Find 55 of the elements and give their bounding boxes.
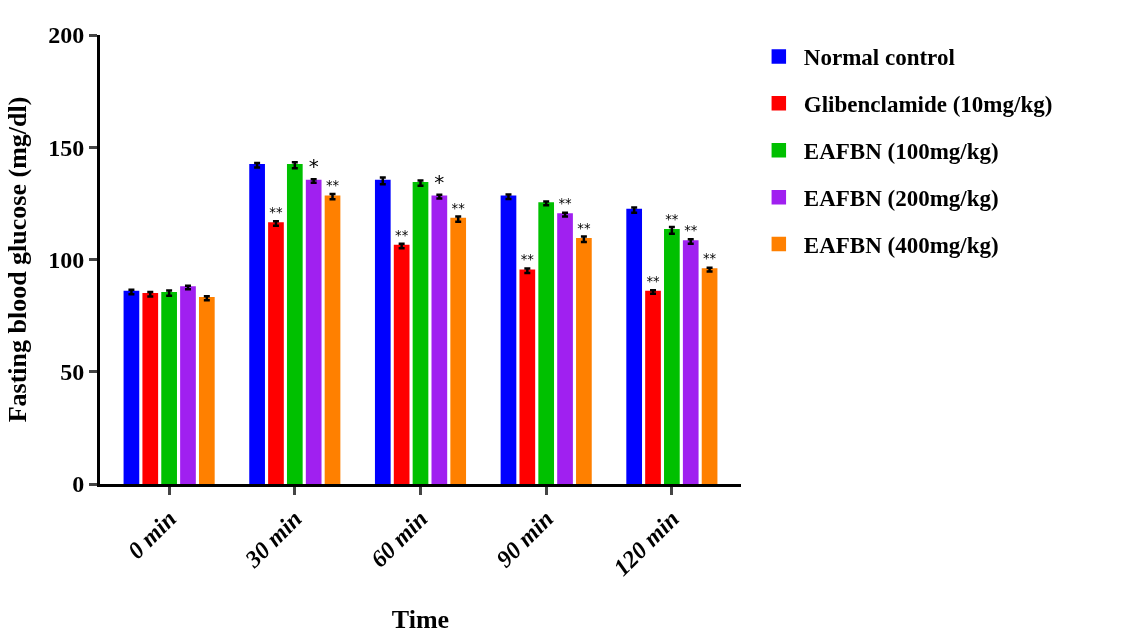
bar — [412, 181, 429, 484]
legend-label: EAFBN (400mg/kg) — [803, 233, 999, 259]
data-label: ** — [451, 200, 466, 216]
data-label: ** — [269, 205, 283, 221]
data-label: ** — [395, 227, 409, 243]
y-tick-label: 50 — [60, 359, 85, 386]
bar — [682, 240, 699, 484]
x-tick-label: 60 min — [365, 505, 433, 573]
y-axis-title: Fasting blood glucose (mg/dl) — [2, 96, 32, 423]
data-label: ** — [577, 221, 591, 236]
bar — [374, 179, 391, 484]
data-label: * — [308, 153, 319, 178]
x-tick-label: 120 min — [608, 505, 684, 581]
bar — [576, 238, 592, 484]
y-tick-label: 150 — [48, 134, 85, 161]
y-tick-label: 100 — [48, 246, 85, 273]
y-tick-label: 0 — [72, 471, 85, 498]
bar — [393, 244, 410, 484]
bar — [626, 208, 643, 484]
bar — [519, 269, 536, 484]
data-label: * — [434, 169, 445, 194]
x-tick-label: 0 min — [122, 505, 182, 564]
data-label: ** — [558, 196, 573, 212]
bar — [557, 213, 573, 484]
data-label: ** — [684, 223, 698, 239]
bar — [180, 286, 196, 484]
bar — [701, 268, 718, 484]
x-tick-label: 90 min — [491, 505, 559, 573]
bar — [324, 195, 341, 484]
data-label: ** — [665, 212, 679, 228]
bar — [305, 179, 322, 484]
data-label: ** — [325, 178, 340, 194]
legend-label: EAFBN (100mg/kg) — [803, 139, 999, 165]
bar — [286, 163, 303, 484]
bar — [198, 297, 215, 484]
x-axis-title: Time — [391, 604, 450, 634]
bar — [450, 217, 467, 484]
y-tick-label: 200 — [48, 22, 85, 49]
data-label: ** — [520, 252, 535, 268]
bar — [142, 293, 159, 484]
bar — [161, 291, 177, 484]
data-label: ** — [702, 251, 717, 267]
legend-label: Glibenclamide (10mg/kg) — [803, 92, 1053, 118]
bar — [249, 163, 265, 484]
bar — [645, 290, 661, 484]
legend-label: EAFBN (200mg/kg) — [803, 186, 999, 212]
legend-label: Normal control — [803, 45, 955, 71]
bar — [123, 290, 140, 484]
data-label: ** — [646, 273, 661, 289]
bar — [500, 195, 517, 484]
bar — [431, 195, 448, 484]
bar — [664, 229, 680, 484]
bar — [268, 222, 284, 484]
bar — [538, 202, 555, 484]
x-tick-label: 30 min — [239, 505, 307, 574]
